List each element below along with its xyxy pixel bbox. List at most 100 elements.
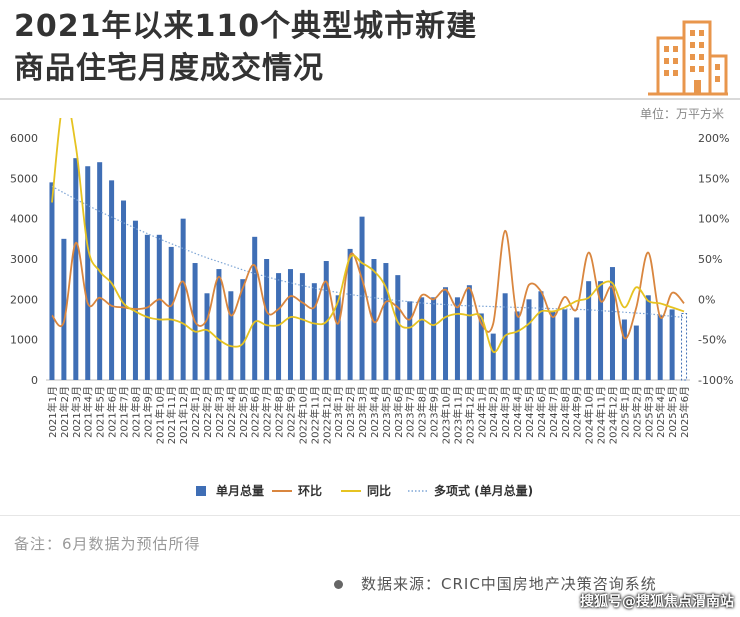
bar: [240, 279, 246, 380]
x-tick-label: 2023年8月: [416, 386, 429, 438]
x-tick-label: 2023年10月: [440, 386, 453, 444]
bar: [359, 216, 365, 380]
bar: [299, 273, 305, 380]
legend-label: 多项式 (单月总量): [434, 483, 533, 498]
bar: [574, 317, 580, 380]
bar: [657, 315, 663, 380]
chart-title: 2021年以来110个典型城市新建 商品住宅月度成交情况: [14, 6, 477, 90]
x-tick-label: 2024年5月: [523, 386, 536, 438]
bar: [645, 295, 651, 380]
x-tick-label: 2025年6月: [678, 386, 691, 438]
y-left-tick-label: 2000: [10, 293, 38, 306]
bar: [180, 218, 186, 380]
x-tick-label: 2021年5月: [94, 386, 107, 438]
x-tick-label: 2022年7月: [261, 386, 274, 438]
x-tick-label: 2022年3月: [213, 386, 226, 438]
x-tick-label: 2024年2月: [487, 386, 500, 438]
bar: [621, 319, 627, 380]
title-line-1: 2021年以来110个典型城市新建: [14, 9, 478, 44]
x-tick-label: 2021年11月: [165, 386, 178, 444]
bar: [335, 295, 341, 380]
watermark-text: 搜狐号@搜狐焦点渭南站: [580, 594, 734, 610]
data-source-text: 数据来源：CRIC中国房地产决策咨询系统: [361, 575, 657, 593]
x-tick-label: 2022年6月: [249, 386, 262, 438]
x-tick-label: 2021年1月: [46, 386, 59, 438]
bar: [598, 281, 604, 380]
x-tick-label: 2023年1月: [332, 386, 345, 438]
x-tick-label: 2023年6月: [392, 386, 405, 438]
x-tick-label: 2021年12月: [177, 386, 190, 444]
note-divider: [0, 515, 740, 516]
x-tick-label: 2022年1月: [189, 386, 202, 438]
x-tick-label: 2024年9月: [571, 386, 584, 438]
y-right-tick-label: 200%: [698, 132, 729, 145]
y-left-tick-label: 0: [31, 374, 38, 387]
x-tick-label: 2023年12月: [463, 386, 476, 444]
x-tick-label: 2024年4月: [511, 386, 524, 438]
x-tick-label: 2025年3月: [642, 386, 655, 438]
y-right-tick-label: 100%: [698, 213, 729, 226]
bar: [609, 267, 615, 380]
bar: [514, 311, 520, 380]
x-tick-label: 2024年3月: [499, 386, 512, 438]
bar: [132, 220, 138, 380]
x-tick-label: 2024年12月: [606, 386, 619, 444]
bar: [228, 291, 234, 380]
x-tick-label: 2024年1月: [475, 386, 488, 438]
title-line-2: 商品住宅月度成交情况: [14, 51, 324, 86]
x-axis-ticks: 2021年1月 2021年2月 2021年3月 2021年4月 2021年5月 2021年…: [46, 386, 691, 444]
chart-legend: 单月总量 环比 同比 多项式 (单月总量): [196, 483, 533, 498]
bar: [216, 269, 222, 380]
unit-label: 单位：万平方米: [639, 107, 724, 121]
x-tick-label: 2023年2月: [344, 386, 357, 438]
x-tick-label: 2025年2月: [630, 386, 643, 438]
x-tick-label: 2025年1月: [618, 386, 631, 438]
bar: [550, 311, 556, 380]
x-tick-label: 2021年4月: [82, 386, 95, 438]
x-tick-label: 2023年3月: [356, 386, 369, 438]
legend-label: 同比: [367, 483, 391, 498]
bar: [443, 287, 449, 380]
x-tick-label: 2024年6月: [535, 386, 548, 438]
bar: [669, 309, 675, 380]
x-tick-label: 2022年9月: [284, 386, 297, 438]
bar: [383, 263, 389, 380]
bar: [526, 299, 532, 380]
bar: [252, 236, 258, 380]
x-tick-label: 2024年8月: [559, 386, 572, 438]
y-right-tick-label: 150%: [698, 172, 729, 185]
chart-area: 0 1000 2000 3000 4000 5000 6000 -100% -50% 0% 50% 1…: [10, 118, 733, 498]
x-tick-label: 2022年11月: [308, 386, 321, 444]
mom-line: [51, 229, 685, 340]
x-tick-label: 2022年4月: [225, 386, 238, 438]
bar: [586, 281, 592, 380]
bar: [490, 333, 496, 380]
bar: [323, 261, 329, 380]
bar: [681, 312, 688, 381]
y-left-tick-label: 5000: [10, 172, 38, 185]
y-right-tick-label: -50%: [698, 334, 726, 347]
bar-series: [49, 158, 688, 381]
y-right-tick-label: -100%: [698, 374, 733, 387]
bar: [276, 273, 282, 380]
x-tick-label: 2023年4月: [368, 386, 381, 438]
x-tick-label: 2023年5月: [380, 386, 393, 438]
x-tick-label: 2025年4月: [654, 386, 667, 438]
bar: [61, 238, 67, 380]
bar: [264, 259, 270, 380]
x-tick-label: 2023年7月: [404, 386, 417, 438]
bar: [478, 313, 484, 380]
x-tick-label: 2021年9月: [141, 386, 154, 438]
x-tick-label: 2021年10月: [153, 386, 166, 444]
x-tick-label: 2024年11月: [595, 386, 608, 444]
x-tick-label: 2021年6月: [106, 386, 119, 438]
bar: [311, 283, 317, 380]
bar: [204, 293, 210, 380]
bar: [407, 301, 413, 380]
x-tick-label: 2023年9月: [428, 386, 441, 438]
bar: [73, 158, 79, 380]
bar: [633, 325, 639, 380]
bar: [287, 269, 293, 380]
y-left-tick-label: 4000: [10, 213, 38, 226]
bar: [466, 285, 472, 380]
